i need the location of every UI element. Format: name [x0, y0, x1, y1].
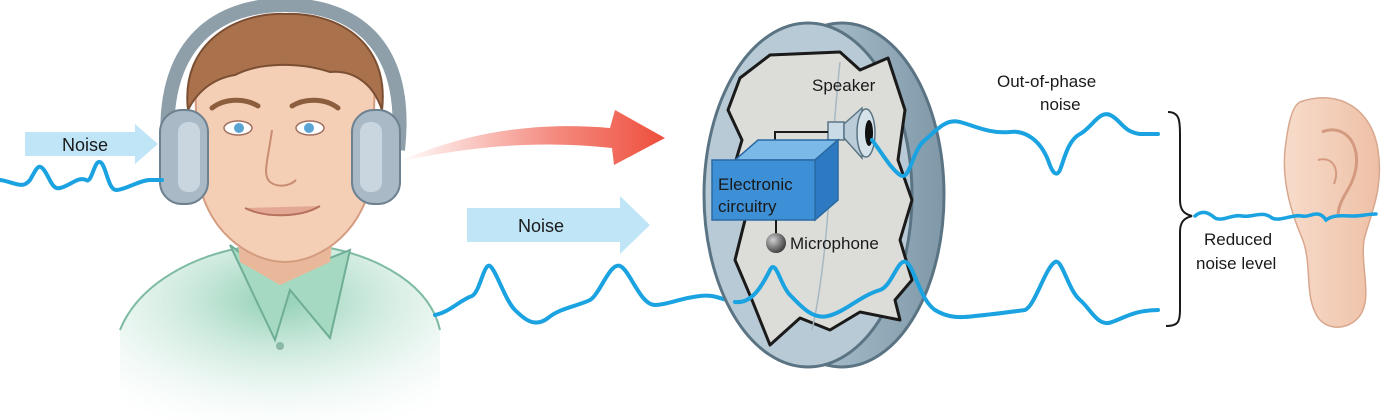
speaker-label: Speaker: [812, 76, 876, 95]
circuit-box-icon: [711, 138, 841, 222]
headphone-band: [160, 0, 407, 151]
microphone-label: Microphone: [790, 234, 879, 253]
reduced-noise-label-2: noise level: [1196, 254, 1276, 273]
out-of-phase-wave: [870, 112, 1160, 178]
reduced-noise-label-1: Reduced: [1204, 230, 1272, 249]
signal-arrow-red: [398, 110, 665, 165]
ear-icon: [1283, 97, 1381, 328]
noise-arrow-middle: Noise: [467, 196, 650, 254]
shirt: [120, 248, 440, 420]
noise-label-left: Noise: [62, 135, 108, 155]
headphone-cross-section-icon: Electronic circuitry Microphone Speaker: [702, 21, 946, 369]
reduced-noise-wave: [1193, 210, 1378, 223]
noise-wave-left: [0, 160, 164, 193]
combine-brace: [1165, 111, 1193, 327]
person-with-headphones-icon: [119, 0, 441, 420]
noise-wave-middle: [433, 263, 737, 325]
electronic-circuitry-label-2: circuitry: [718, 197, 777, 216]
electronic-circuitry-label-1: Electronic: [718, 175, 793, 194]
out-of-phase-label-1: Out-of-phase: [997, 72, 1096, 91]
noise-wave-right: [733, 259, 1160, 326]
noise-arrow-left: Noise: [25, 124, 158, 164]
face: [193, 49, 377, 264]
microphone-icon: [766, 233, 786, 253]
speaker-icon: [827, 106, 876, 160]
noise-label-middle: Noise: [518, 216, 564, 236]
out-of-phase-label-2: noise: [1040, 95, 1081, 114]
